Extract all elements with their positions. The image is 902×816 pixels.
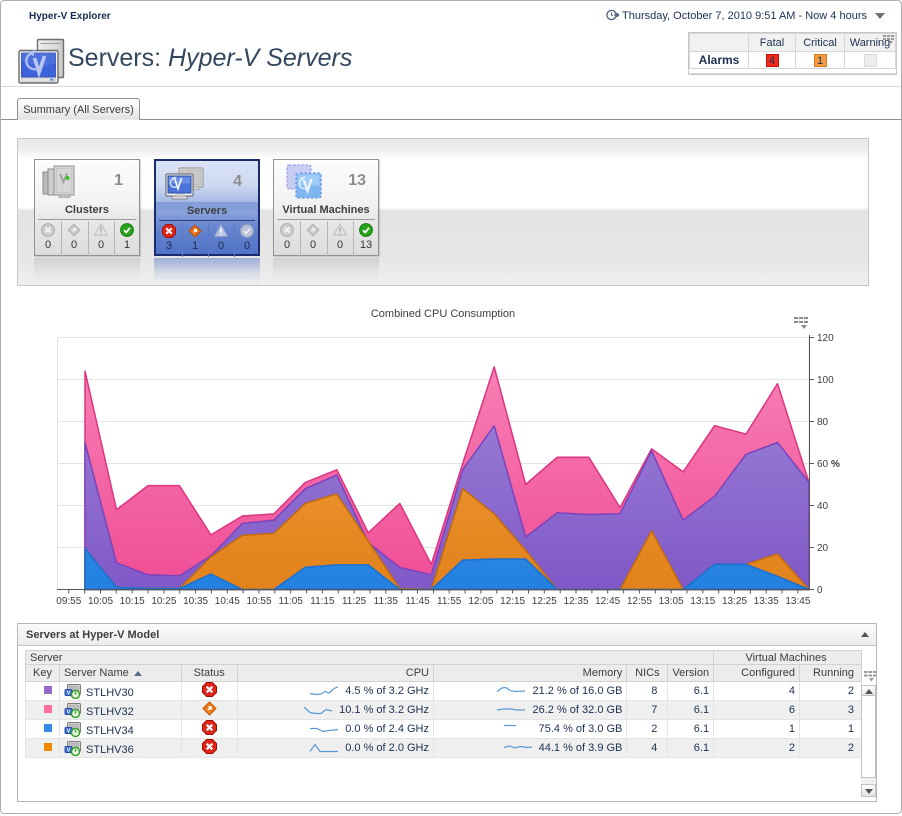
svg-text:10:25: 10:25 xyxy=(151,596,176,607)
svg-text:40: 40 xyxy=(817,501,829,512)
svg-text:20: 20 xyxy=(817,543,829,554)
svg-text:12:45: 12:45 xyxy=(595,596,620,607)
svg-text:13:45: 13:45 xyxy=(785,596,810,607)
svg-text:11:05: 11:05 xyxy=(279,596,304,607)
svg-text:12:55: 12:55 xyxy=(627,596,652,607)
svg-text:10:15: 10:15 xyxy=(120,596,145,607)
svg-text:11:45: 11:45 xyxy=(405,596,430,607)
svg-text:13:15: 13:15 xyxy=(690,596,715,607)
svg-text:09:55: 09:55 xyxy=(56,596,81,607)
svg-text:0: 0 xyxy=(817,585,823,596)
svg-text:13:05: 13:05 xyxy=(659,596,684,607)
svg-text:10:35: 10:35 xyxy=(183,596,208,607)
svg-text:10:45: 10:45 xyxy=(215,596,240,607)
svg-text:60: 60 xyxy=(817,459,829,470)
svg-text:100: 100 xyxy=(817,375,834,386)
svg-text:12:25: 12:25 xyxy=(532,596,557,607)
svg-text:V: V xyxy=(67,690,71,696)
svg-text:13:35: 13:35 xyxy=(754,596,779,607)
svg-text:V: V xyxy=(67,728,71,734)
svg-text:10:05: 10:05 xyxy=(88,596,113,607)
svg-text:120: 120 xyxy=(817,333,834,344)
svg-text:V: V xyxy=(67,747,71,753)
svg-text:12:05: 12:05 xyxy=(468,596,493,607)
svg-text:12:15: 12:15 xyxy=(500,596,525,607)
svg-text:11:55: 11:55 xyxy=(437,596,462,607)
svg-text:%: % xyxy=(831,459,840,470)
svg-text:10:55: 10:55 xyxy=(246,596,271,607)
svg-text:V: V xyxy=(67,709,71,715)
svg-text:13:25: 13:25 xyxy=(722,596,747,607)
svg-text:80: 80 xyxy=(817,417,829,428)
svg-text:11:25: 11:25 xyxy=(342,596,367,607)
svg-text:11:15: 11:15 xyxy=(310,596,335,607)
svg-text:11:35: 11:35 xyxy=(374,596,399,607)
svg-text:12:35: 12:35 xyxy=(563,596,588,607)
